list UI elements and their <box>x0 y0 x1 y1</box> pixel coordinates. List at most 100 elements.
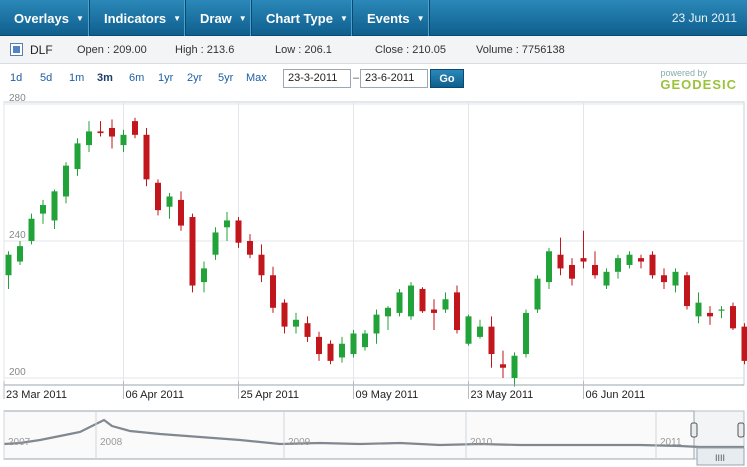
menu-indicators[interactable]: Indicators ▼ <box>90 0 186 36</box>
candle[interactable] <box>626 251 633 269</box>
candle[interactable] <box>17 241 23 265</box>
candle[interactable] <box>431 299 437 331</box>
navigator-left-handle[interactable] <box>690 422 698 438</box>
candle[interactable] <box>695 292 702 324</box>
candle[interactable] <box>224 211 230 241</box>
candle[interactable] <box>707 306 713 325</box>
menu-draw[interactable]: Draw ▼ <box>186 0 252 36</box>
candle[interactable] <box>316 331 322 361</box>
candle[interactable] <box>350 330 357 358</box>
from-date-input[interactable]: 23-3-2011 <box>283 69 351 88</box>
candle[interactable] <box>201 261 207 293</box>
candle[interactable] <box>615 254 621 279</box>
candle[interactable] <box>442 292 449 313</box>
candle[interactable] <box>500 350 506 378</box>
candle[interactable] <box>385 306 391 331</box>
candle[interactable] <box>74 138 81 176</box>
candle[interactable] <box>247 234 253 259</box>
candle[interactable] <box>51 189 58 230</box>
candle[interactable] <box>178 191 184 231</box>
candle[interactable] <box>373 309 380 344</box>
navigator-window[interactable] <box>3 410 695 460</box>
candle[interactable] <box>258 244 265 283</box>
candle[interactable] <box>684 271 690 310</box>
candle[interactable] <box>120 129 127 152</box>
navigator-scrollbar[interactable] <box>696 447 745 466</box>
candle[interactable] <box>63 162 69 204</box>
candle[interactable] <box>109 119 115 149</box>
candle[interactable] <box>293 312 299 334</box>
menu-overlays[interactable]: Overlays ▼ <box>0 0 90 36</box>
candle[interactable] <box>362 330 368 351</box>
candle[interactable] <box>5 251 12 289</box>
range-6m-button[interactable]: 6m <box>129 72 145 84</box>
candle[interactable] <box>511 352 518 387</box>
scrollbar-grip-icon[interactable]: IIII <box>715 453 725 463</box>
candle[interactable] <box>339 336 345 363</box>
candle[interactable] <box>281 299 288 334</box>
candle[interactable] <box>97 121 104 137</box>
candle[interactable] <box>304 316 311 343</box>
range-5d-button[interactable]: 5d <box>40 72 53 84</box>
candle[interactable] <box>523 309 529 358</box>
candle[interactable] <box>534 275 541 313</box>
candle[interactable] <box>580 230 587 269</box>
candle[interactable] <box>166 193 173 219</box>
candle[interactable] <box>28 213 35 245</box>
candle[interactable] <box>212 227 219 260</box>
candlestick-chart[interactable]: 200 240 280 23 Mar 2011 06 Apr 2011 25 Apr 2… <box>0 92 747 410</box>
range-navigator[interactable]: 2007 2008 2009 2010 2011 IIII <box>0 410 747 467</box>
candle[interactable] <box>143 127 150 187</box>
candle[interactable] <box>396 288 403 317</box>
candle[interactable] <box>741 323 747 365</box>
range-1yr-button[interactable]: 1yr <box>158 72 174 84</box>
candle[interactable] <box>132 117 138 139</box>
candle-body <box>546 251 552 283</box>
range-3m-button[interactable]: 3m <box>97 72 113 84</box>
candle-body <box>695 302 702 317</box>
x-axis: 23 Mar 2011 06 Apr 2011 25 Apr 2011 09 May … <box>3 381 744 401</box>
candle[interactable] <box>672 268 679 293</box>
menu-chart-type[interactable]: Chart Type ▼ <box>252 0 353 36</box>
navigator-right-handle[interactable] <box>737 422 745 438</box>
candle[interactable] <box>661 268 667 289</box>
navigator-year-label: 2007 <box>8 437 31 448</box>
menu-events[interactable]: Events ▼ <box>353 0 430 36</box>
candle[interactable] <box>569 258 575 286</box>
candle[interactable] <box>454 285 460 334</box>
candle[interactable] <box>557 237 564 276</box>
to-date-input[interactable]: 23-6-2011 <box>360 69 428 88</box>
range-max-button[interactable]: Max <box>246 72 267 84</box>
candle[interactable] <box>270 266 276 313</box>
candle[interactable] <box>465 314 472 346</box>
candle[interactable] <box>86 121 92 152</box>
candle-body <box>580 258 587 262</box>
candle[interactable] <box>155 179 161 216</box>
symbol-color-swatch-icon[interactable] <box>10 43 23 56</box>
candle[interactable] <box>419 287 426 313</box>
candle[interactable] <box>40 199 46 224</box>
candle[interactable] <box>603 268 610 289</box>
range-1d-button[interactable]: 1d <box>10 72 23 84</box>
candle[interactable] <box>488 316 495 368</box>
candle[interactable] <box>649 251 656 279</box>
go-button[interactable]: Go <box>430 69 464 88</box>
candle[interactable] <box>477 319 483 339</box>
candle[interactable] <box>327 340 334 365</box>
candle[interactable] <box>638 254 644 269</box>
candle[interactable] <box>718 306 725 319</box>
volume-value: Volume : 7756138 <box>476 44 565 56</box>
candle-body <box>178 199 184 226</box>
candle[interactable] <box>546 247 552 289</box>
range-1m-button[interactable]: 1m <box>69 72 85 84</box>
candle[interactable] <box>235 217 242 248</box>
menu-label: Draw <box>200 10 232 26</box>
candle-body <box>17 246 23 262</box>
candle[interactable] <box>592 251 598 279</box>
candle-body <box>40 205 46 214</box>
candle[interactable] <box>408 282 414 320</box>
range-2yr-button[interactable]: 2yr <box>187 72 203 84</box>
range-5yr-button[interactable]: 5yr <box>218 72 234 84</box>
candle[interactable] <box>730 302 736 331</box>
candle[interactable] <box>189 213 196 293</box>
